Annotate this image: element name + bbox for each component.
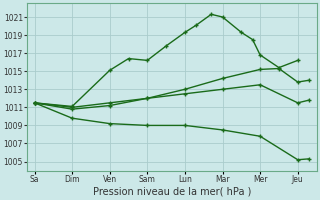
X-axis label: Pression niveau de la mer( hPa ): Pression niveau de la mer( hPa ) [92,187,251,197]
